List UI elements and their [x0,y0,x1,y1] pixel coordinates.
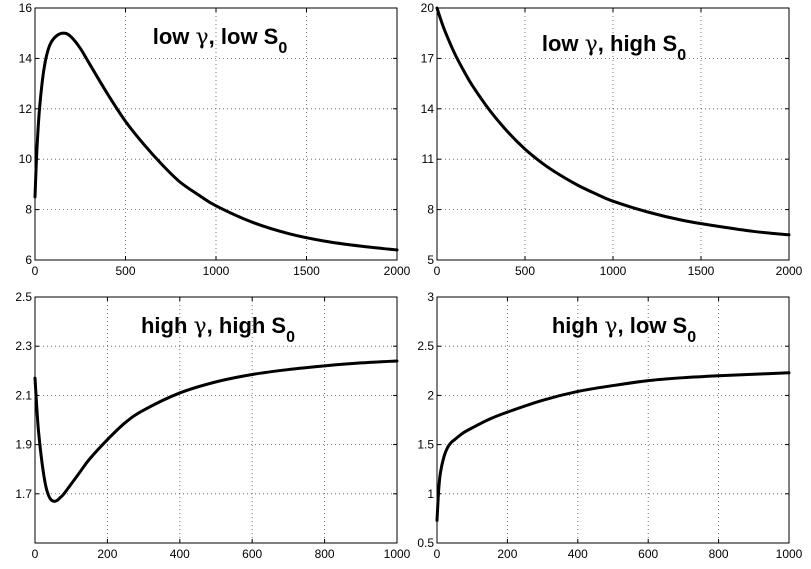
y-tick-label: 2.5 [417,339,434,353]
y-tick-label: 0.5 [417,536,434,550]
chart-panel-3: 0 200 400 600 800 1000 1.7 1.9 2.1 2.3 2.5 high γ, … [15,290,410,561]
y-tick-label: 1.7 [15,487,32,501]
title-text: , high S [207,313,286,338]
title-text: , low S [209,24,279,49]
x-tick-label: 2000 [776,264,803,278]
y-tick-label: 16 [19,1,33,15]
y-tick-label: 6 [25,253,32,267]
y-tick-label: 2.5 [15,290,32,304]
y-tick-label: 12 [19,102,33,116]
x-tick-label: 600 [638,547,658,561]
y-tick-label: 5 [427,253,434,267]
y-tick-label: 2 [427,388,434,402]
y-tick-label: 2.1 [15,388,32,402]
series-line [33,359,399,503]
title-text: , low S [618,313,688,338]
title-subscript: 0 [286,329,295,346]
title-subscript: 0 [278,40,287,57]
x-tick-label: 1500 [293,264,320,278]
x-tick-label: 800 [315,547,335,561]
x-tick-label: 0 [32,547,39,561]
title-greek: γ [196,25,209,50]
y-tick-label: 1 [427,487,434,501]
x-tick-label: 400 [170,547,190,561]
y-tick-label: 8 [427,203,434,217]
x-tick-label: 0 [434,547,441,561]
series-line [33,31,399,252]
plot-frame [34,296,398,544]
x-tick-label: 2000 [384,264,411,278]
plot-frame [436,296,790,544]
y-tick-label: 14 [19,51,33,65]
x-tick-label: 0 [32,264,39,278]
title-text: high [141,313,194,338]
panel-title: low γ, high S0 [542,31,686,64]
x-tick-label: 200 [497,547,517,561]
panel-title: high γ, high S0 [141,313,295,346]
y-tick-label: 20 [421,1,435,15]
y-tick-label: 17 [421,51,435,65]
y-tick-label: 3 [427,290,434,304]
title-greek: γ [604,314,617,339]
x-tick-label: 500 [515,264,535,278]
panel-title: high γ, low S0 [552,313,696,346]
x-tick-label: 400 [568,547,588,561]
title-text: low [153,24,196,49]
y-tick-label: 11 [422,152,435,166]
y-tick-label: 2.3 [15,339,32,353]
title-greek: γ [585,32,598,57]
title-text: , high S [598,31,677,56]
y-tick-label: 1.9 [15,438,32,452]
x-tick-label: 1000 [203,264,230,278]
y-tick-label: 10 [19,152,33,166]
series-line [435,6,791,237]
title-subscript: 0 [677,47,686,64]
x-tick-label: 1000 [384,547,411,561]
panel-title: low γ, low S0 [153,24,288,57]
x-tick-label: 1000 [776,547,803,561]
series-line [435,371,791,522]
x-tick-label: 1000 [600,264,627,278]
title-text: low [542,31,585,56]
chart-panel-4: 0 200 400 600 800 1000 0.5 1 1.5 2 2.5 3 high γ, low… [417,290,802,561]
title-greek: γ [194,314,207,339]
x-tick-label: 600 [242,547,262,561]
y-tick-label: 8 [25,203,32,217]
title-text: high [552,313,605,338]
y-tick-label: 1.5 [417,438,434,452]
x-tick-label: 200 [97,547,117,561]
x-tick-label: 0 [434,264,441,278]
x-tick-label: 800 [709,547,729,561]
title-subscript: 0 [687,329,696,346]
x-tick-label: 500 [115,264,135,278]
x-tick-label: 1500 [688,264,715,278]
y-tick-label: 14 [421,102,435,116]
